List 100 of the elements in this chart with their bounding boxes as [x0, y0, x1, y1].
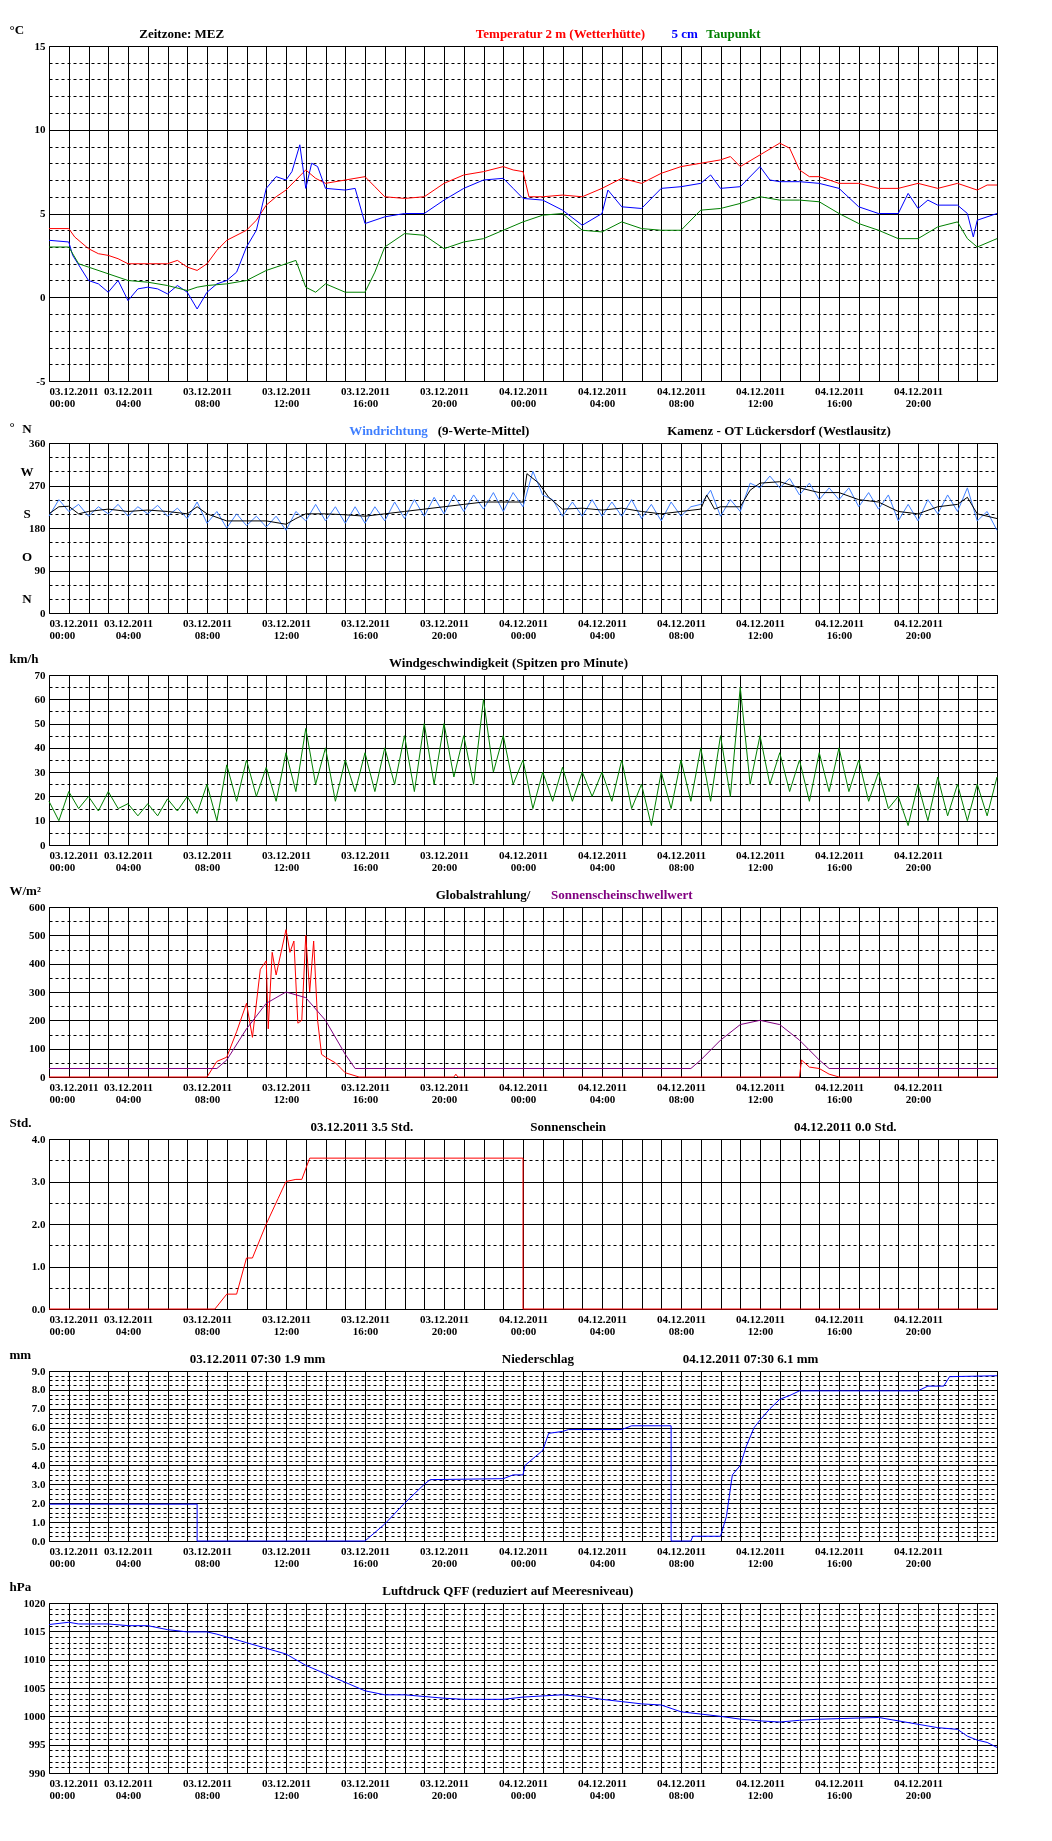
x-tick-label: 03.12.2011 20:00: [420, 1544, 469, 1569]
x-tick-label: 04.12.2011 16:00: [815, 616, 864, 641]
y-tick-label: 2.0: [31, 1217, 46, 1230]
text: 04.12.2011 07:30 6.1 mm: [682, 1351, 819, 1366]
y-tick-label: 0.0: [31, 1534, 46, 1547]
y-tick-label: 300: [29, 985, 46, 998]
x-tick-label: 04.12.2011 00:00: [499, 1776, 548, 1801]
y-tick-label: 2.0: [31, 1496, 46, 1509]
x-tick-label: 04.12.2011 08:00: [657, 1776, 706, 1801]
text: W: [20, 463, 34, 479]
x-tick-label: 03.12.2011 16:00: [341, 1080, 390, 1105]
x-tick-label: 04.12.2011 08:00: [657, 848, 706, 873]
x-tick-label: 03.12.2011 16:00: [341, 384, 390, 409]
x-tick-label: 04.12.2011 20:00: [894, 384, 943, 409]
x-tick-label: 03.12.2011 04:00: [104, 848, 153, 873]
x-tick-label: 04.12.2011 12:00: [736, 1312, 785, 1337]
x-tick-label: 03.12.2011 08:00: [183, 848, 232, 873]
line-series: [48, 1621, 998, 1748]
x-tick-label: 04.12.2011 04:00: [578, 1312, 627, 1337]
y-axis-title: mm: [9, 1346, 32, 1362]
chart-title: Niederschlag: [501, 1351, 575, 1366]
text: 03.12.2011 07:30 1.9 mm: [189, 1351, 326, 1366]
y-tick-label: 1.0: [31, 1260, 46, 1272]
y-tick-label: 0: [40, 290, 46, 303]
chart-title: Windgeschwindigkeit (Spitzen pro Minute): [389, 655, 628, 670]
x-tick-label: 03.12.2011 12:00: [262, 1312, 311, 1337]
x-tick-label: 03.12.2011 08:00: [183, 616, 232, 641]
y-tick-label: 9.0: [31, 1364, 46, 1377]
y-tick-label: 50: [34, 717, 46, 730]
x-tick-label: 04.12.2011 04:00: [578, 1080, 627, 1105]
x-tick-label: 04.12.2011 12:00: [736, 384, 785, 409]
x-tick-label: 03.12.2011 12:00: [262, 1544, 311, 1569]
x-tick-label: 04.12.2011 20:00: [894, 1312, 943, 1337]
y-tick-label: 10: [34, 123, 46, 136]
x-tick-label: 04.12.2011 20:00: [894, 1080, 943, 1105]
y-tick-label: 500: [29, 928, 46, 941]
x-tick-label: 03.12.2011 16:00: [341, 1776, 390, 1801]
x-tick-label: 03.12.2011 04:00: [104, 384, 153, 409]
x-tick-label: 03.12.2011 16:00: [341, 616, 390, 641]
y-tick-label: 3.0: [31, 1477, 46, 1490]
chart-title: Globalstrahlung/: [435, 887, 531, 902]
text: 5 cm: [671, 26, 698, 41]
x-tick-label: 04.12.2011 16:00: [815, 384, 864, 409]
text: (9-Werte-Mittel): [437, 423, 530, 438]
x-tick-label: 03.12.2011 12:00: [262, 1776, 311, 1801]
y-tick-label: 10: [34, 814, 46, 827]
x-tick-label: 04.12.2011 20:00: [894, 1544, 943, 1569]
x-tick-label: 04.12.2011 20:00: [894, 1776, 943, 1801]
text: Taupunkt: [706, 26, 762, 41]
text: Sonnenscheinschwellwert: [550, 887, 694, 902]
x-tick-label: 04.12.2011 16:00: [815, 848, 864, 873]
x-tick-label: 04.12.2011 00:00: [499, 1544, 548, 1569]
y-axis-title: °: [9, 418, 15, 434]
y-tick-label: 8.0: [31, 1383, 46, 1396]
x-tick-label: 03.12.2011 16:00: [341, 1544, 390, 1569]
x-tick-label: 04.12.2011 00:00: [499, 616, 548, 641]
y-tick-label: 400: [29, 957, 46, 970]
x-tick-label: 04.12.2011 16:00: [815, 1080, 864, 1105]
x-tick-label: 03.12.2011 12:00: [262, 384, 311, 409]
x-tick-label: 04.12.2011 12:00: [736, 616, 785, 641]
x-tick-label: 03.12.2011 12:00: [262, 616, 311, 641]
y-tick-label: 990: [29, 1766, 46, 1779]
text: O: [21, 548, 33, 564]
text: Zeitzone: MEZ: [139, 26, 225, 41]
x-tick-label: 04.12.2011 12:00: [736, 1544, 785, 1569]
x-tick-label: 03.12.2011 00:00: [49, 616, 99, 641]
y-tick-label: 360: [29, 436, 46, 449]
x-tick-label: 03.12.2011 20:00: [420, 616, 469, 641]
x-tick-label: 03.12.2011 04:00: [104, 1544, 153, 1569]
text: Temperatur 2 m (Wetterhütte): [475, 26, 646, 41]
x-tick-label: 04.12.2011 00:00: [499, 384, 548, 409]
x-tick-label: 03.12.2011 12:00: [262, 848, 311, 873]
y-tick-label: 1020: [23, 1596, 46, 1609]
x-tick-label: 03.12.2011 08:00: [183, 384, 232, 409]
y-tick-label: 70: [34, 668, 46, 681]
y-tick-label: 7.0: [31, 1402, 46, 1415]
x-tick-label: 03.12.2011 00:00: [49, 848, 99, 873]
x-tick-label: 03.12.2011 00:00: [49, 1080, 99, 1105]
text: Kamenz - OT Lückersdorf (Westlausitz): [667, 423, 891, 438]
y-axis-title: hPa: [9, 1578, 32, 1594]
x-tick-label: 03.12.2011 04:00: [104, 1080, 153, 1105]
y-tick-label: 0: [40, 838, 46, 851]
x-tick-label: 03.12.2011 08:00: [183, 1776, 232, 1801]
x-tick-label: 04.12.2011 08:00: [657, 1312, 706, 1337]
x-tick-label: 04.12.2011 00:00: [499, 1312, 548, 1337]
x-tick-label: 03.12.2011 00:00: [49, 1776, 99, 1801]
y-tick-label: 1000: [23, 1709, 46, 1722]
text: N: [22, 591, 33, 606]
x-tick-label: 03.12.2011 00:00: [49, 1312, 99, 1337]
x-tick-label: 04.12.2011 16:00: [815, 1544, 864, 1569]
text: S: [23, 506, 31, 521]
line-series: [48, 142, 998, 271]
y-axis-title: Std.: [9, 1114, 32, 1130]
y-tick-label: 0: [40, 1070, 46, 1083]
x-tick-label: 03.12.2011 08:00: [183, 1080, 232, 1105]
x-tick-label: 03.12.2011 16:00: [341, 848, 390, 873]
x-tick-label: 04.12.2011 08:00: [657, 384, 706, 409]
x-tick-label: 03.12.2011 20:00: [420, 1080, 469, 1105]
y-tick-label: 100: [29, 1042, 46, 1055]
x-tick-label: 04.12.2011 20:00: [894, 616, 943, 641]
